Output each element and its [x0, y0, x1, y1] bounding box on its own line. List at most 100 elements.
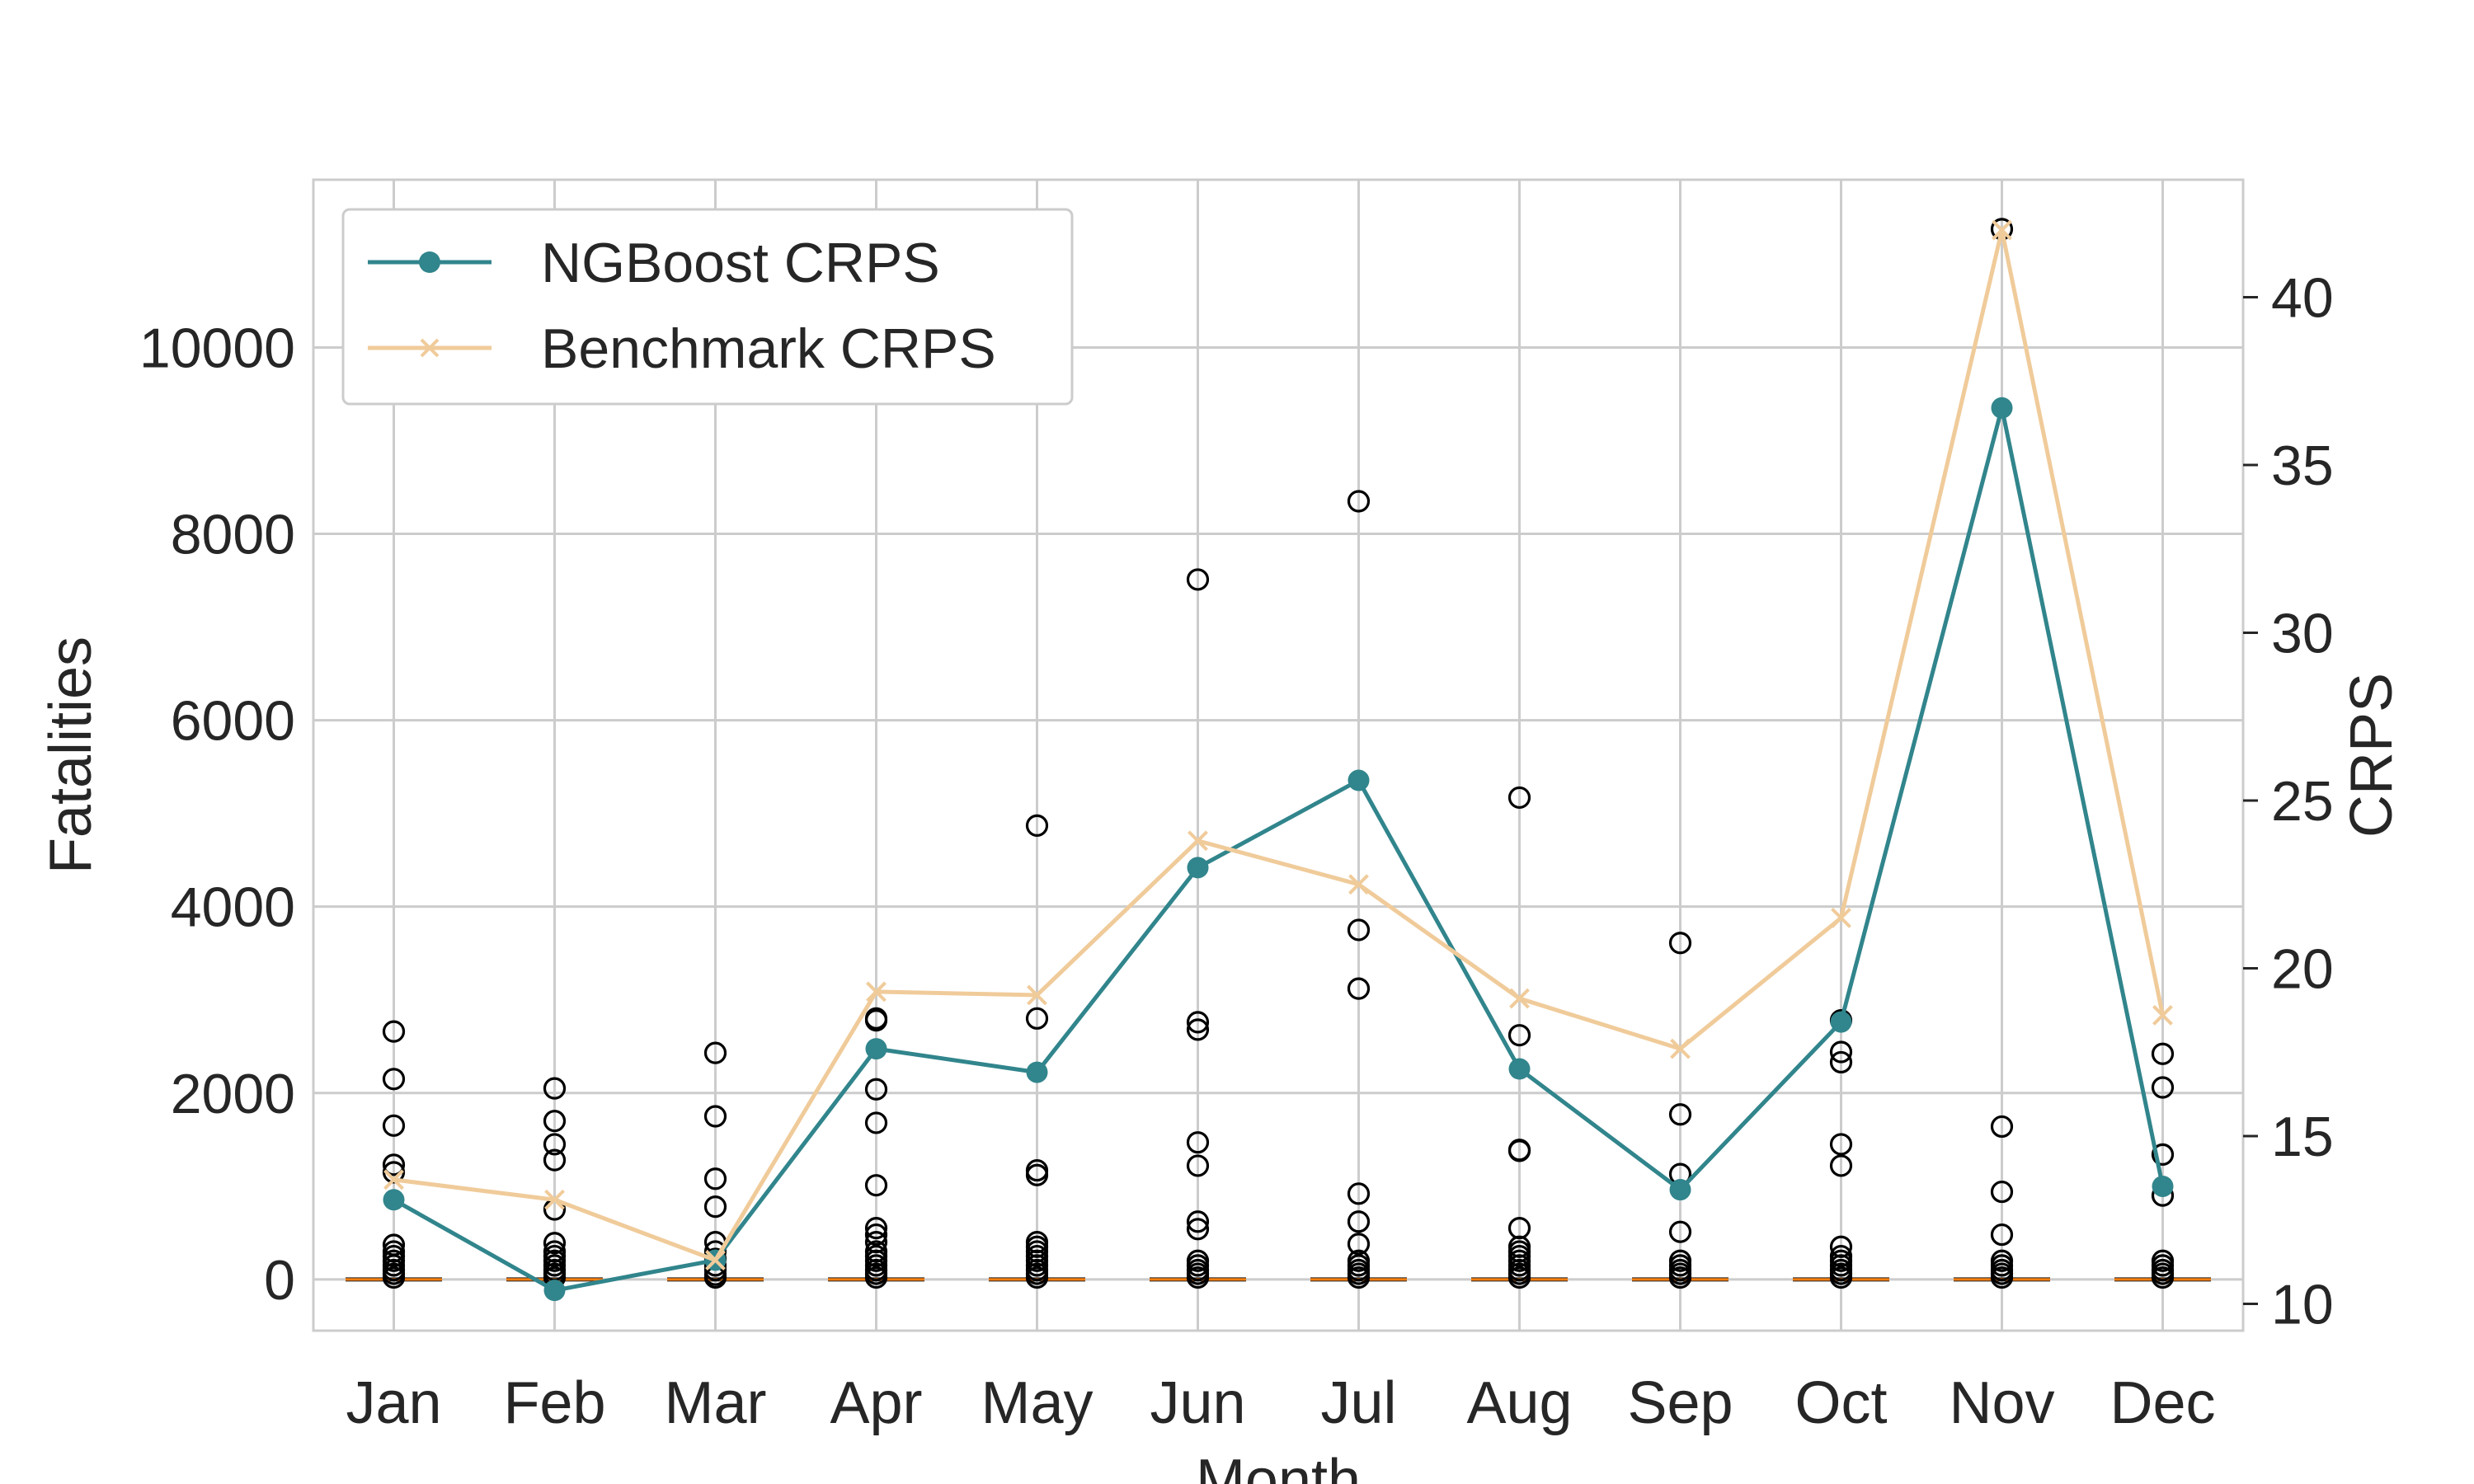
y-left-tick-label: 0 — [264, 1249, 295, 1312]
tick-layer: 0 2000 4000 6000 8000 10000 Jan Feb Mar Apr May Jun… — [139, 266, 2334, 1436]
outlier-point — [382, 1114, 406, 1137]
series-point-benchmark — [866, 981, 887, 1003]
y-left-tick-label: 4000 — [171, 876, 295, 939]
series-point-benchmark — [1992, 219, 2012, 241]
outlier-point — [1347, 1182, 1371, 1205]
outlier-point — [1507, 1024, 1531, 1047]
outlier-point — [1186, 1266, 1210, 1289]
outlier-point — [1347, 1210, 1371, 1233]
outlier-point — [1347, 490, 1371, 513]
series-point-ngboost — [1991, 397, 2013, 419]
x-tick-label: Sep — [1627, 1370, 1733, 1436]
outlier-point — [1990, 1115, 2014, 1139]
series-point-ngboost — [1830, 1011, 1852, 1033]
series-line-benchmark — [393, 228, 2165, 1263]
outlier-point — [1668, 1266, 1692, 1289]
series-point-benchmark — [1188, 830, 1208, 852]
x-tick-label: Apr — [830, 1370, 922, 1436]
outlier-point — [1025, 1163, 1049, 1186]
series-layer — [383, 219, 2174, 1302]
series-point-ngboost — [1026, 1061, 1048, 1083]
outlier-point — [864, 1111, 888, 1134]
outlier-point — [1186, 1011, 1210, 1034]
series-point-ngboost — [1669, 1179, 1691, 1201]
x-axis-title: Month — [1196, 1448, 1361, 1484]
outlier-point — [1507, 1266, 1531, 1289]
y-right-tick-label: 30 — [2271, 602, 2334, 665]
outlier-point — [1668, 1220, 1692, 1243]
series-point-benchmark — [1831, 907, 1851, 928]
series-point-ngboost — [2152, 1175, 2174, 1197]
outlier-point — [1990, 1223, 2014, 1247]
outlier-point — [864, 1078, 888, 1101]
series-point-benchmark — [1027, 984, 1047, 1006]
series-point-benchmark — [1348, 874, 1369, 895]
outlier-point — [1668, 932, 1692, 955]
x-tick-label: Feb — [503, 1370, 605, 1436]
outlier-point — [703, 1195, 727, 1219]
plot-frame — [312, 178, 2245, 1332]
outlier-point — [864, 1223, 888, 1247]
outlier-point — [1829, 1133, 1853, 1156]
series-point-ngboost — [1187, 857, 1209, 879]
series-point-ngboost — [543, 1280, 566, 1302]
outlier-point — [1347, 918, 1371, 942]
outlier-point — [2151, 1143, 2175, 1166]
outlier-point — [1668, 1103, 1692, 1126]
legend-marker-benchmark — [420, 338, 440, 358]
y-axis-right-title: CRPS — [2339, 673, 2405, 838]
outlier-point — [382, 1266, 406, 1289]
outlier-point — [543, 1133, 567, 1156]
outlier-point — [543, 1110, 567, 1133]
outlier-point — [1829, 1040, 1853, 1064]
series-point-benchmark — [544, 1189, 565, 1210]
y-right-tick-label: 40 — [2271, 266, 2334, 329]
y-left-tick-label: 8000 — [171, 504, 295, 566]
outlier-point — [1186, 1218, 1210, 1241]
x-tick-label: Jan — [346, 1370, 441, 1436]
y-right-tick-label: 35 — [2271, 434, 2334, 497]
outlier-point — [703, 1041, 727, 1064]
outlier-point — [1507, 1139, 1531, 1162]
outlier-point — [864, 1174, 888, 1197]
outlier-point — [382, 1161, 406, 1184]
legend-marker-benchmark-stroke — [420, 338, 440, 358]
outlier-point — [1829, 1266, 1853, 1289]
series-point-benchmark — [1670, 1038, 1691, 1059]
x-tick-label: Dec — [2109, 1370, 2215, 1436]
x-tick-label: May — [981, 1370, 1093, 1436]
outlier-point — [864, 1008, 888, 1032]
outlier-point — [2151, 1266, 2175, 1289]
y-left-tick-label: 2000 — [171, 1063, 295, 1125]
outlier-point — [1186, 1131, 1210, 1154]
x-tick-label: Jul — [1320, 1370, 1396, 1436]
series-point-benchmark — [1509, 988, 1530, 1009]
outlier-point — [1025, 814, 1049, 837]
x-tick-label: Mar — [665, 1370, 767, 1436]
outlier-point — [1025, 1007, 1049, 1030]
legend-label-ngboost: NGBoost CRPS — [541, 232, 940, 294]
series-point-benchmark — [2152, 1005, 2173, 1026]
x-tick-label: Aug — [1466, 1370, 1572, 1436]
outlier-point — [1829, 1050, 1853, 1074]
y-right-tick-label: 20 — [2271, 937, 2334, 1000]
x-tick-label: Nov — [1949, 1370, 2054, 1436]
outlier-point — [1990, 1180, 2014, 1204]
legend-marker-ngboost — [419, 251, 440, 273]
outlier-point — [382, 1153, 406, 1176]
outlier-point — [1186, 1018, 1210, 1041]
outlier-point — [1025, 1266, 1049, 1289]
y-right-tick-label: 15 — [2271, 1106, 2334, 1168]
y-right-tick-label: 25 — [2271, 770, 2334, 833]
series-point-benchmark — [383, 1169, 404, 1190]
legend: NGBoost CRPS Benchmark CRPS — [341, 208, 1074, 406]
outlier-point — [543, 1232, 567, 1255]
x-tick-label: Oct — [1794, 1370, 1887, 1436]
outlier-point — [543, 1077, 567, 1100]
series-point-ngboost — [1508, 1058, 1531, 1080]
x-tick-label: Jun — [1150, 1370, 1245, 1436]
outlier-layer — [382, 218, 2175, 1289]
legend-frame — [341, 208, 1074, 406]
y-left-tick-label: 6000 — [171, 690, 295, 753]
